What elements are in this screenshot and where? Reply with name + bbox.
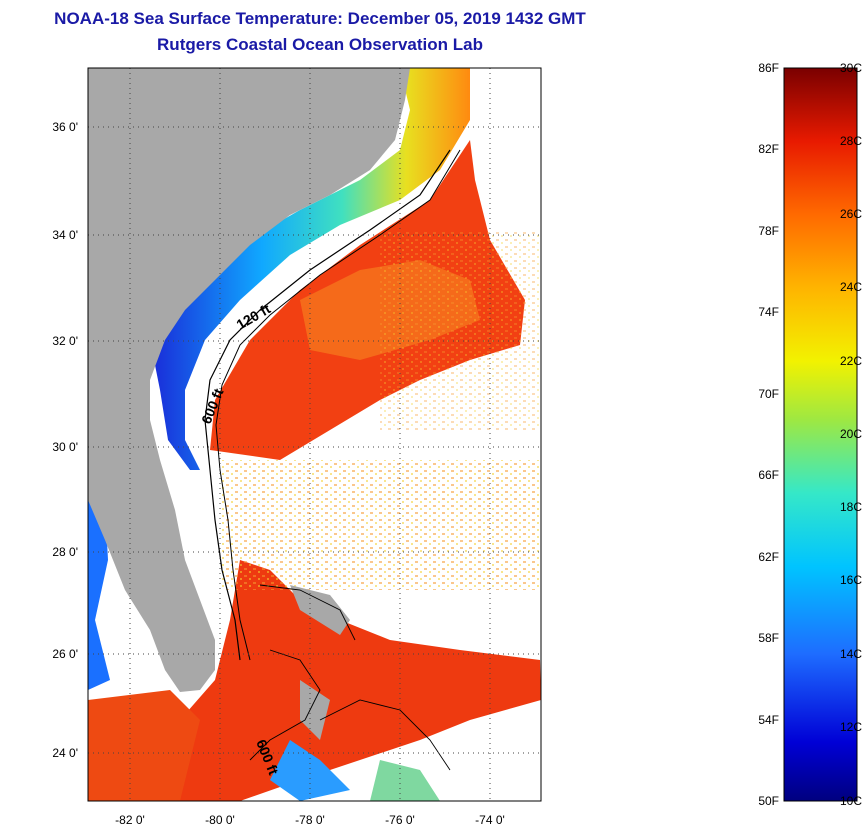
cb-f-label: 78F: [758, 224, 779, 238]
latitude-axis: 36 0' 34 0' 32 0' 30 0' 28 0' 26 0' 24 0…: [52, 120, 78, 760]
map-title: NOAA-18 Sea Surface Temperature: Decembe…: [54, 9, 586, 28]
florida-current-warm-water: [170, 560, 541, 801]
cb-f-label: 70F: [758, 387, 779, 401]
lon-label: -82 0': [115, 813, 145, 827]
lat-label: 26 0': [52, 647, 78, 661]
cb-f-label: 74F: [758, 305, 779, 319]
cb-c-label: 20C: [840, 427, 862, 441]
cb-c-label: 24C: [840, 280, 862, 294]
cb-c-label: 30C: [840, 61, 862, 75]
cb-c-label: 16C: [840, 573, 862, 587]
cb-c-label: 10C: [840, 794, 862, 808]
bathymetry-600ft-contour: [215, 149, 461, 661]
graticule: [88, 68, 541, 801]
cb-f-label: 54F: [758, 713, 779, 727]
cb-f-label: 58F: [758, 631, 779, 645]
cb-f-label: 62F: [758, 550, 779, 564]
cb-c-label: 18C: [840, 500, 862, 514]
cb-c-label: 14C: [840, 647, 862, 661]
lat-label: 36 0': [52, 120, 78, 134]
lat-label: 30 0': [52, 440, 78, 454]
cb-c-label: 12C: [840, 720, 862, 734]
colorbar-celsius-labels: 30C 28C 26C 24C 22C 20C 18C 16C 14C 12C …: [840, 61, 862, 808]
longitude-axis: -82 0' -80 0' -78 0' -76 0' -74 0': [115, 813, 505, 827]
lon-label: -74 0': [475, 813, 505, 827]
cb-c-label: 22C: [840, 354, 862, 368]
bathymetry-120ft-contour: [204, 149, 451, 661]
coastal-cold-water: [150, 68, 470, 470]
land-mass: [88, 68, 410, 692]
lat-label: 28 0': [52, 545, 78, 559]
cb-f-label: 50F: [758, 794, 779, 808]
cb-c-label: 28C: [840, 134, 862, 148]
lat-label: 24 0': [52, 746, 78, 760]
cb-f-label: 82F: [758, 142, 779, 156]
cb-f-label: 86F: [758, 61, 779, 75]
lat-label: 32 0': [52, 334, 78, 348]
cb-f-label: 66F: [758, 468, 779, 482]
map-subtitle: Rutgers Coastal Ocean Observation Lab: [157, 35, 483, 54]
sst-image: [88, 68, 541, 801]
colorbar: 86F 82F 78F 74F 70F 66F 62F 58F 54F 50F …: [758, 61, 862, 808]
map-frame: [87, 67, 542, 802]
lat-label: 34 0': [52, 228, 78, 242]
colorbar-fahrenheit-labels: 86F 82F 78F 74F 70F 66F 62F 58F 54F 50F: [758, 61, 779, 808]
cb-c-label: 26C: [840, 207, 862, 221]
lon-label: -80 0': [205, 813, 235, 827]
lon-label: -76 0': [385, 813, 415, 827]
lon-label: -78 0': [295, 813, 325, 827]
colorbar-gradient: [783, 67, 858, 802]
